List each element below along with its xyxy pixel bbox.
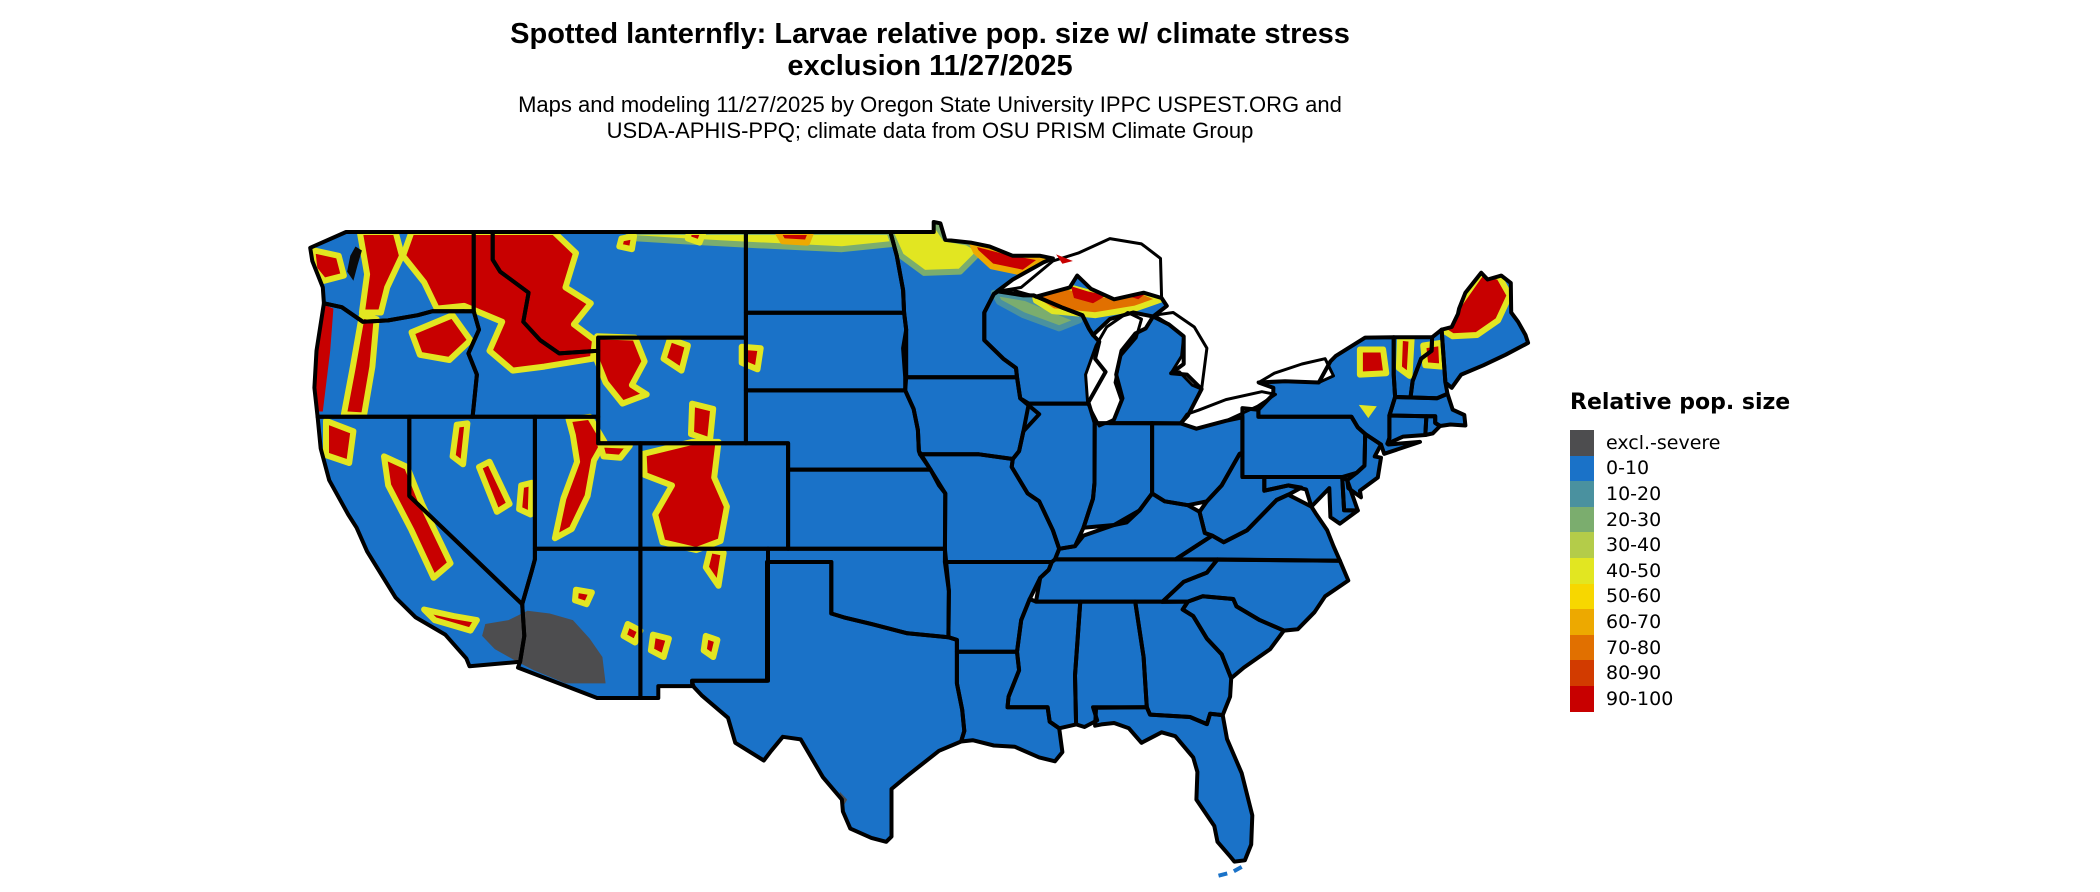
legend-label: 50-60 [1606,585,1662,608]
chart-subtitle-line1: Maps and modeling 11/27/2025 by Oregon S… [518,92,1342,117]
legend-item: 40-50 [1570,557,1790,584]
legend-item: 90-100 [1570,685,1790,712]
legend-item: 80-90 [1570,660,1790,686]
legend-swatch [1570,532,1594,558]
legend-title: Relative pop. size [1570,390,1791,415]
legend-item: 60-70 [1570,609,1790,635]
legend-label: 70-80 [1606,636,1662,659]
legend-swatch [1570,609,1594,635]
legend-item: 0-10 [1570,455,1790,482]
legend-item: 10-20 [1570,481,1790,507]
legend-label: 10-20 [1606,482,1662,505]
state-border-fl [1093,705,1255,864]
state-borders [308,220,1531,864]
legend-swatch [1570,634,1594,661]
legend-swatch [1570,557,1594,584]
legend-swatch [1570,506,1594,533]
legend-item: 20-30 [1570,506,1790,533]
chart-title-line2: exclusion 11/27/2025 [787,50,1073,82]
legend-label: 0-10 [1606,457,1650,480]
legend-label: 60-70 [1606,610,1662,633]
legend-label: 20-30 [1606,508,1662,531]
legend-label: 40-50 [1606,559,1662,582]
legend-label: 90-100 [1606,687,1674,710]
state-border-me [1439,270,1531,390]
legend-label: excl.-severe [1606,431,1721,454]
legend-swatch [1570,430,1594,456]
subtitle-block: Maps and modeling 11/27/2025 by Oregon S… [230,92,1630,144]
legend-item: 50-60 [1570,583,1790,610]
legend-swatch [1570,583,1594,610]
chart-title-line1: Spotted lanternfly: Larvae relative pop.… [510,18,1350,50]
legend-label: 30-40 [1606,534,1662,557]
legend-item: 70-80 [1570,634,1790,661]
state-border-miLp [1107,314,1204,426]
isle-royale-hotspot [1056,254,1073,264]
title-block: Spotted lanternfly: Larvae relative pop.… [230,18,1630,144]
legend-items: excl.-severe 0-10 10-20 20-30 30-40 40-50 50-6… [1570,430,1790,712]
chart-subtitle-line2: USDA-APHIS-PPQ; climate data from OSU PR… [606,118,1254,143]
legend-label: 80-90 [1606,662,1662,685]
legend-swatch [1570,660,1594,686]
state-border-miUp [1031,273,1169,337]
legend-item: 30-40 [1570,532,1790,558]
legend-item: excl.-severe [1570,430,1790,456]
legend-swatch [1570,455,1594,482]
legend-swatch [1570,685,1594,712]
puget-sound-water [347,246,362,281]
florida-keys [1215,865,1243,879]
state-border-nc [1160,557,1351,633]
state-border-tx [690,560,967,844]
legend-swatch [1570,481,1594,507]
legend: Relative pop. size excl.-severe 0-10 10-20… [1570,390,1790,712]
